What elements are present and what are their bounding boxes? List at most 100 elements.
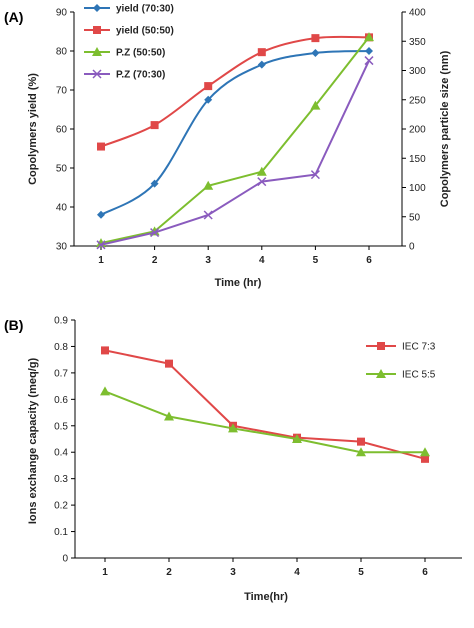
panel-a-y-title: Copolymers yield (%) [27,73,39,185]
panel-b-legend: IEC 7:3 IEC 5:5 [366,342,436,381]
y-tick-label: 0.4 [54,448,68,459]
panel-a-x-title: Time (hr) [215,277,262,289]
panel-a-legend: yield (70:30) yield (50:50) P.Z (50:50) P.Z… [84,4,174,81]
data-point-iec-7-3 [421,454,429,463]
data-point-yield-50-50 [97,142,105,151]
data-point-p-z-50-50 [256,166,267,176]
y-tick-label: 0.2 [54,501,68,512]
panel-b-x-ticks: 1 2 3 4 5 6 [102,558,428,578]
legend-marker-yield-50-50 [93,26,101,34]
legend-marker-p-z-50-50 [92,47,102,56]
panel-a-right-ticks: 0 50 100 150 200 250 300 350 400 [402,8,426,253]
y-tick-label: 0.5 [54,421,68,432]
x-tick-label: 1 [102,567,108,578]
panel-b-series [100,346,430,463]
data-point-yield-70-30 [365,47,373,55]
y-tick-label: 80 [56,47,68,58]
panel-b-label: (B) [4,317,23,333]
data-point-p-z-70-30 [364,56,374,66]
panel-a-left-ticks: 30 40 50 60 70 80 90 [56,8,74,253]
x-tick-label: 3 [205,255,211,266]
series-line-iec-5-5 [104,390,425,454]
y-tick-label: 0.6 [54,395,68,406]
y2-tick-label: 350 [409,37,426,48]
x-tick-label: 2 [152,255,158,266]
x-tick-label: 6 [366,255,372,266]
legend-label-p-z-70-30: P.Z (70:30) [116,70,165,81]
legend-marker-iec-5-5 [376,369,386,378]
data-point-yield-70-30 [311,48,320,57]
data-point-iec-5-5 [164,411,174,421]
data-point-yield-50-50 [150,121,159,130]
data-point-p-z-70-30 [96,240,106,250]
y2-tick-label: 50 [409,212,421,223]
x-tick-label: 4 [259,255,265,266]
panel-b-y-title: Ions exchange capacity (meq/g) [27,358,39,525]
y-tick-label: 0 [62,554,68,565]
legend-marker-yield-70-30 [93,4,101,12]
x-tick-label: 1 [98,255,104,266]
series-line-iec-7-3 [104,349,426,460]
data-point-iec-5-5 [420,447,430,457]
y-tick-label: 40 [56,203,68,214]
legend-label-p-z-50-50: P.Z (50:50) [116,48,165,59]
data-point-p-z-70-30 [203,210,213,220]
data-point-p-z-70-30 [257,177,267,187]
data-point-yield-50-50 [257,48,266,57]
panel-a-x-ticks: 1 2 3 4 5 6 [98,246,372,266]
data-point-p-z-50-50 [310,100,321,110]
y2-tick-label: 0 [409,242,415,253]
data-point-iec-5-5 [356,447,366,457]
data-point-yield-50-50 [311,34,320,43]
y2-tick-label: 300 [409,66,426,77]
legend-label-iec-5-5: IEC 5:5 [402,370,436,381]
data-point-p-z-70-30 [310,170,320,180]
data-point-yield-50-50 [204,82,213,91]
series-line-p-z-70-30 [100,60,370,246]
legend-marker-iec-7-3 [377,342,385,350]
legend-label-yield-70-30: yield (70:30) [116,4,174,15]
y2-tick-label: 250 [409,95,426,106]
legend-label-iec-7-3: IEC 7:3 [402,342,436,353]
x-tick-label: 6 [422,567,428,578]
legend-label-yield-50-50: yield (50:50) [116,26,174,37]
x-tick-label: 5 [358,567,364,578]
y-tick-label: 0.3 [54,474,68,485]
panel-b-x-title: Time(hr) [244,591,288,603]
data-point-yield-70-30 [204,95,213,104]
y2-tick-label: 100 [409,183,426,194]
data-point-p-z-70-30 [150,228,160,238]
legend-marker-p-z-70-30 [92,69,102,79]
y-tick-label: 50 [56,164,68,175]
data-point-yield-70-30 [97,210,105,219]
y2-tick-label: 200 [409,125,426,136]
panel-a-y2-title: Copolymers particle size (nm) [439,50,451,207]
y-tick-label: 90 [56,8,68,19]
y-tick-label: 30 [56,242,68,253]
series-line-p-z-50-50 [100,36,370,245]
data-point-iec-5-5 [100,386,110,396]
data-point-iec-7-3 [101,346,109,355]
y-tick-label: 70 [56,86,68,97]
data-point-iec-7-3 [357,437,365,446]
y-tick-label: 0.7 [54,368,68,379]
y2-tick-label: 150 [409,154,426,165]
data-point-p-z-50-50 [203,180,214,190]
y-tick-label: 0.1 [54,527,68,538]
panel-a-label: (A) [4,9,23,25]
x-tick-label: 2 [166,567,172,578]
data-point-iec-7-3 [165,359,173,368]
panel-a-series [96,32,374,250]
panel-b-left-ticks: 0 0.1 0.2 0.3 0.4 0.5 0.6 0.7 0.8 0.9 [54,316,75,565]
x-tick-label: 4 [294,567,300,578]
data-point-iec-5-5 [228,423,238,433]
data-point-p-z-50-50 [364,32,374,42]
y-tick-label: 60 [56,125,68,136]
panel-a: (A) 30 40 50 60 70 80 90 0 50 100 150 200 250 300 350… [4,4,451,290]
x-tick-label: 5 [313,255,319,266]
x-tick-label: 3 [230,567,236,578]
y-tick-label: 0.9 [54,316,68,327]
data-point-yield-70-30 [150,179,159,188]
